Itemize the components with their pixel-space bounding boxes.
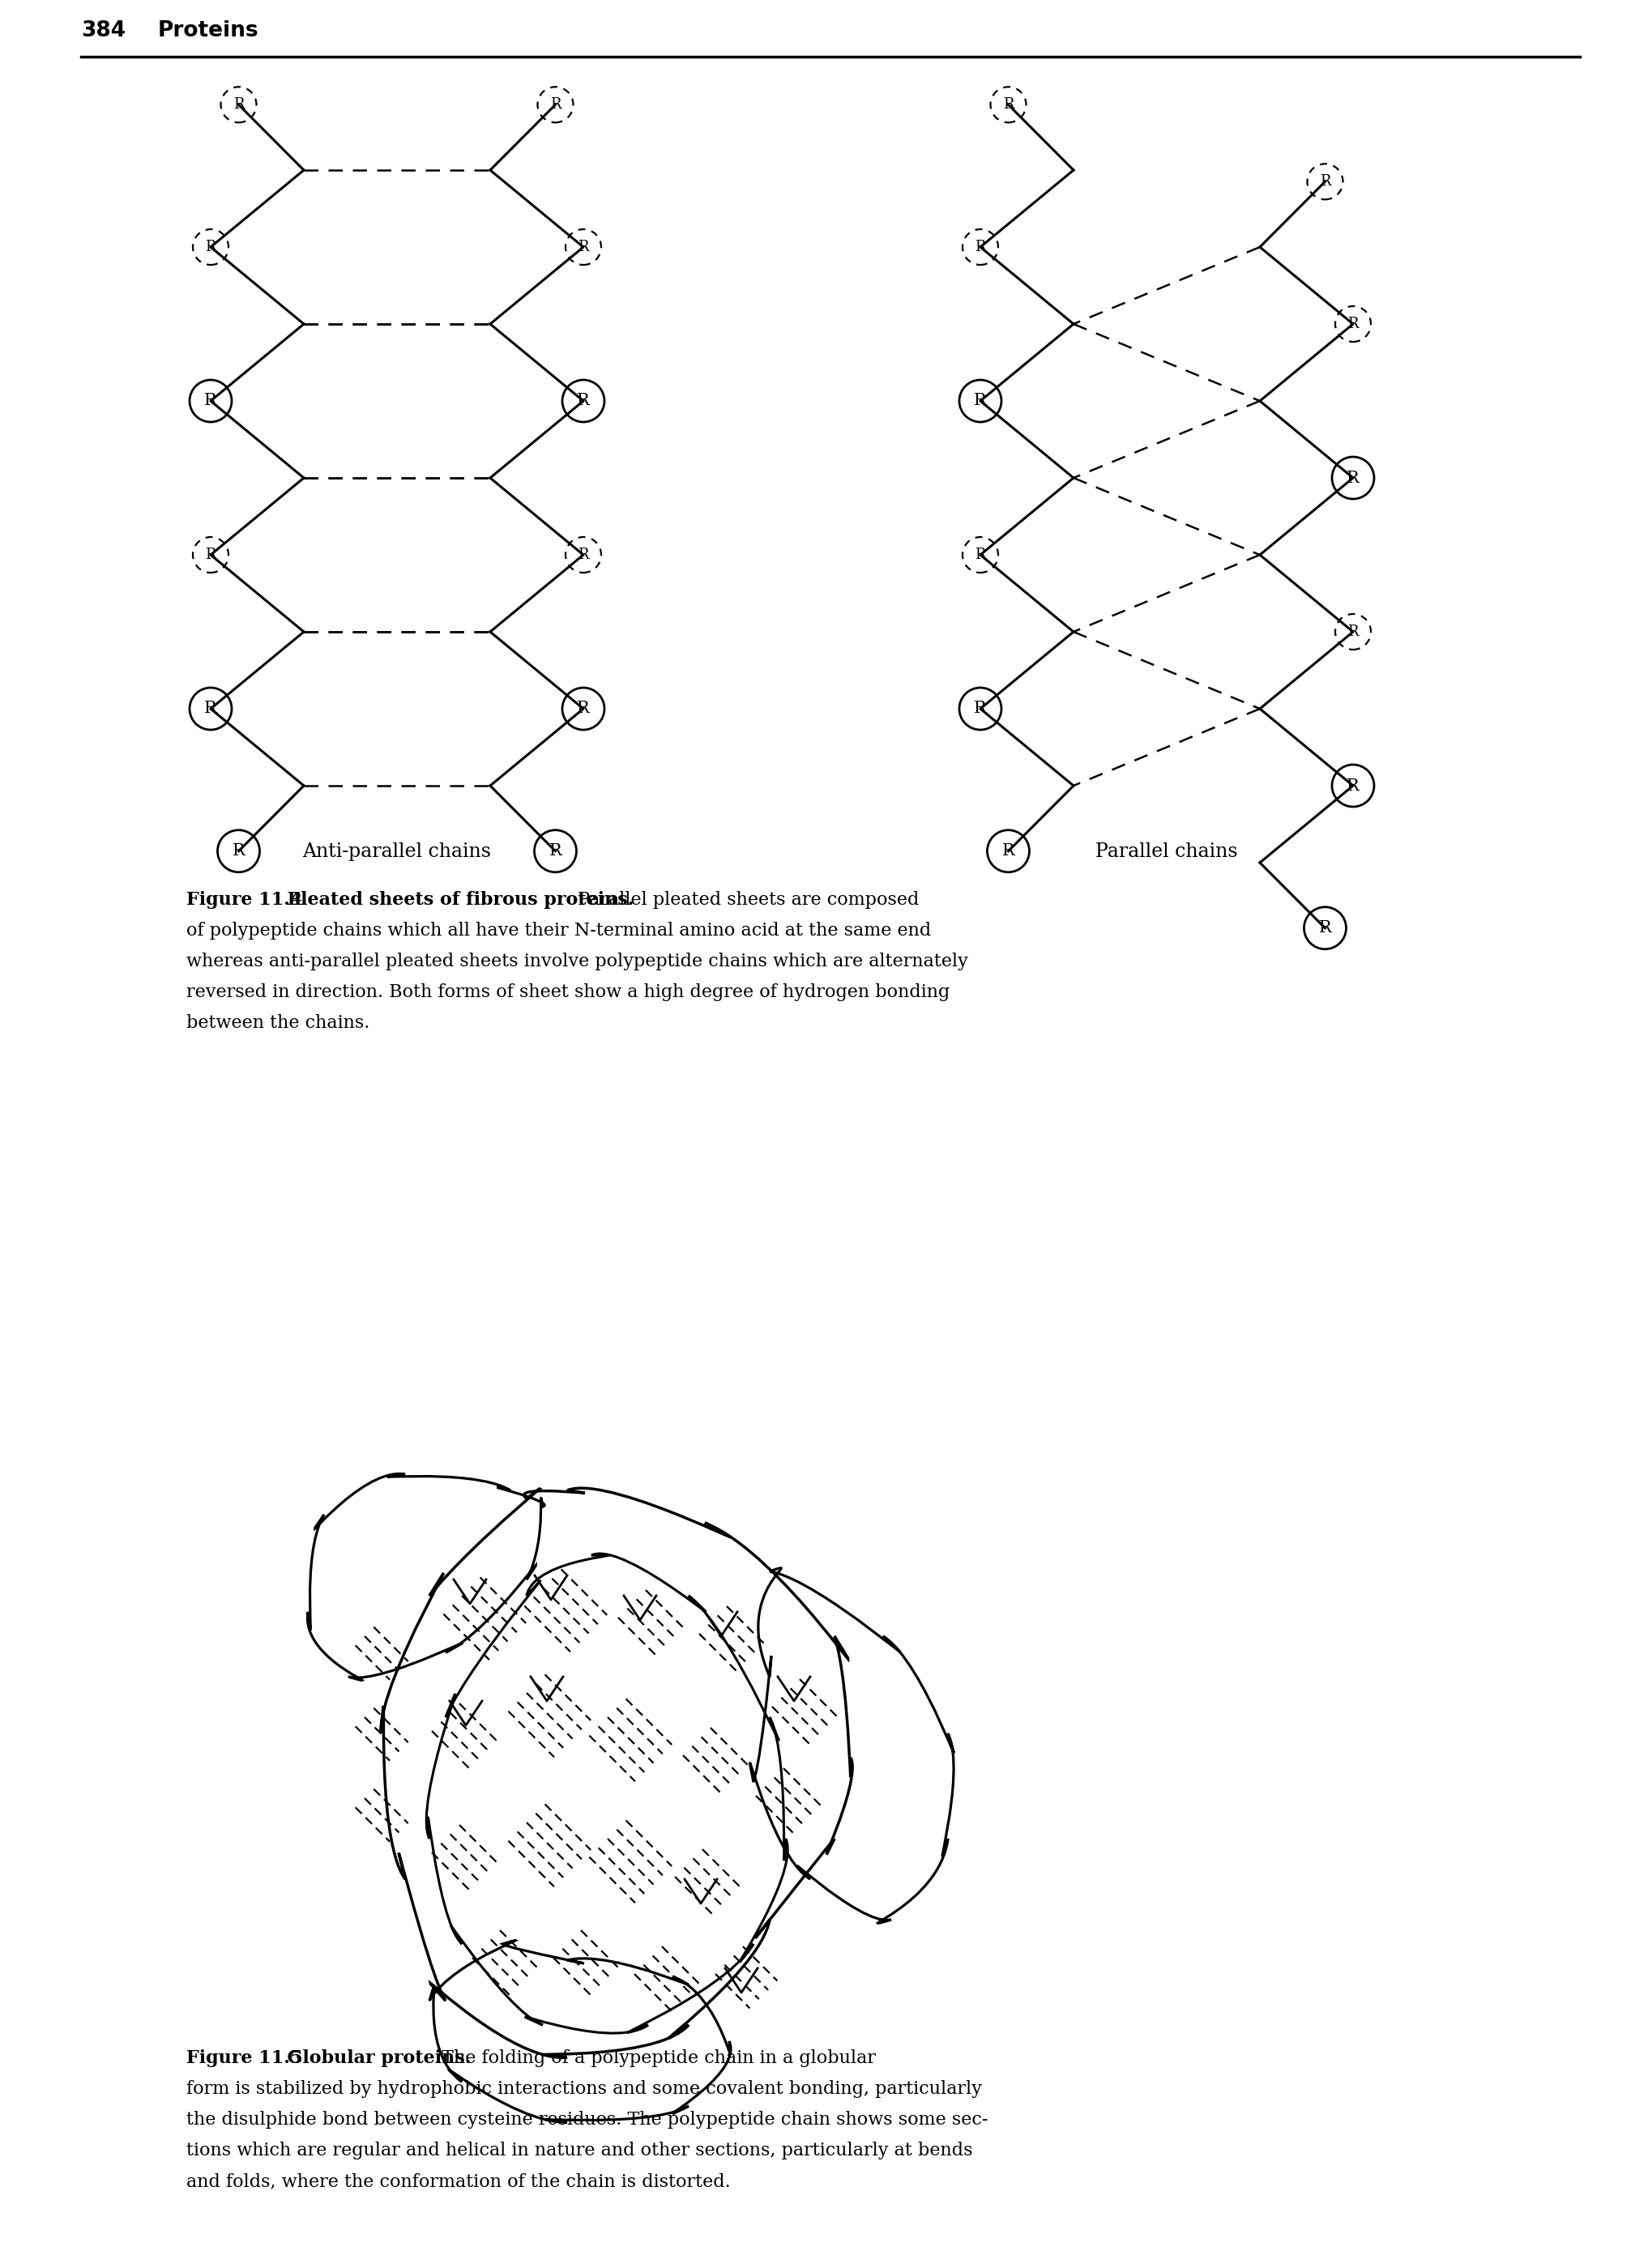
Text: R: R (550, 98, 562, 111)
Text: R: R (578, 547, 588, 562)
Text: R: R (975, 701, 986, 717)
Text: R: R (205, 547, 216, 562)
Text: R: R (548, 844, 562, 860)
Text: R: R (233, 98, 244, 111)
Text: between the chains.: between the chains. (187, 1014, 370, 1032)
Text: R: R (975, 240, 986, 254)
Text: Parallel chains: Parallel chains (1095, 841, 1237, 862)
Text: Pleated sheets of fibrous proteins.: Pleated sheets of fibrous proteins. (274, 891, 634, 909)
Text: R: R (1346, 469, 1360, 485)
Text: whereas anti-parallel pleated sheets involve polypeptide chains which are altern: whereas anti-parallel pleated sheets inv… (187, 953, 968, 971)
Text: Proteins: Proteins (159, 20, 259, 41)
Text: R: R (1348, 624, 1358, 640)
Text: Figure 11.5: Figure 11.5 (187, 2050, 302, 2066)
Text: the disulphide bond between cysteine residues. The polypeptide chain shows some : the disulphide bond between cysteine res… (187, 2112, 988, 2130)
Text: R: R (205, 701, 216, 717)
Text: R: R (233, 844, 244, 860)
Text: Figure 11.4: Figure 11.4 (187, 891, 302, 909)
Text: R: R (577, 392, 590, 408)
Text: form is stabilized by hydrophobic interactions and some covalent bonding, partic: form is stabilized by hydrophobic intera… (187, 2080, 981, 2098)
Text: R: R (975, 547, 986, 562)
Text: tions which are regular and helical in nature and other sections, particularly a: tions which are regular and helical in n… (187, 2141, 973, 2159)
Text: R: R (1348, 318, 1358, 331)
Text: R: R (578, 240, 588, 254)
Text: R: R (205, 392, 216, 408)
Text: R: R (1346, 778, 1360, 794)
Text: R: R (1318, 921, 1332, 937)
Text: R: R (577, 701, 590, 717)
Text: reversed in direction. Both forms of sheet show a high degree of hydrogen bondin: reversed in direction. Both forms of she… (187, 984, 950, 1000)
Text: and folds, where the conformation of the chain is distorted.: and folds, where the conformation of the… (187, 2173, 730, 2191)
Text: R: R (1320, 175, 1330, 188)
Text: 384: 384 (81, 20, 126, 41)
Text: The folding of a polypeptide chain in a globular: The folding of a polypeptide chain in a … (436, 2050, 876, 2066)
Text: R: R (205, 240, 216, 254)
Text: Anti-parallel chains: Anti-parallel chains (302, 841, 491, 862)
Text: of polypeptide chains which all have their N-terminal amino acid at the same end: of polypeptide chains which all have the… (187, 921, 932, 939)
Text: Globular proteins.: Globular proteins. (274, 2050, 471, 2066)
Text: R: R (1001, 844, 1014, 860)
Text: R: R (975, 392, 986, 408)
Text: R: R (1003, 98, 1014, 111)
Text: Parallel pleated sheets are composed: Parallel pleated sheets are composed (572, 891, 919, 909)
